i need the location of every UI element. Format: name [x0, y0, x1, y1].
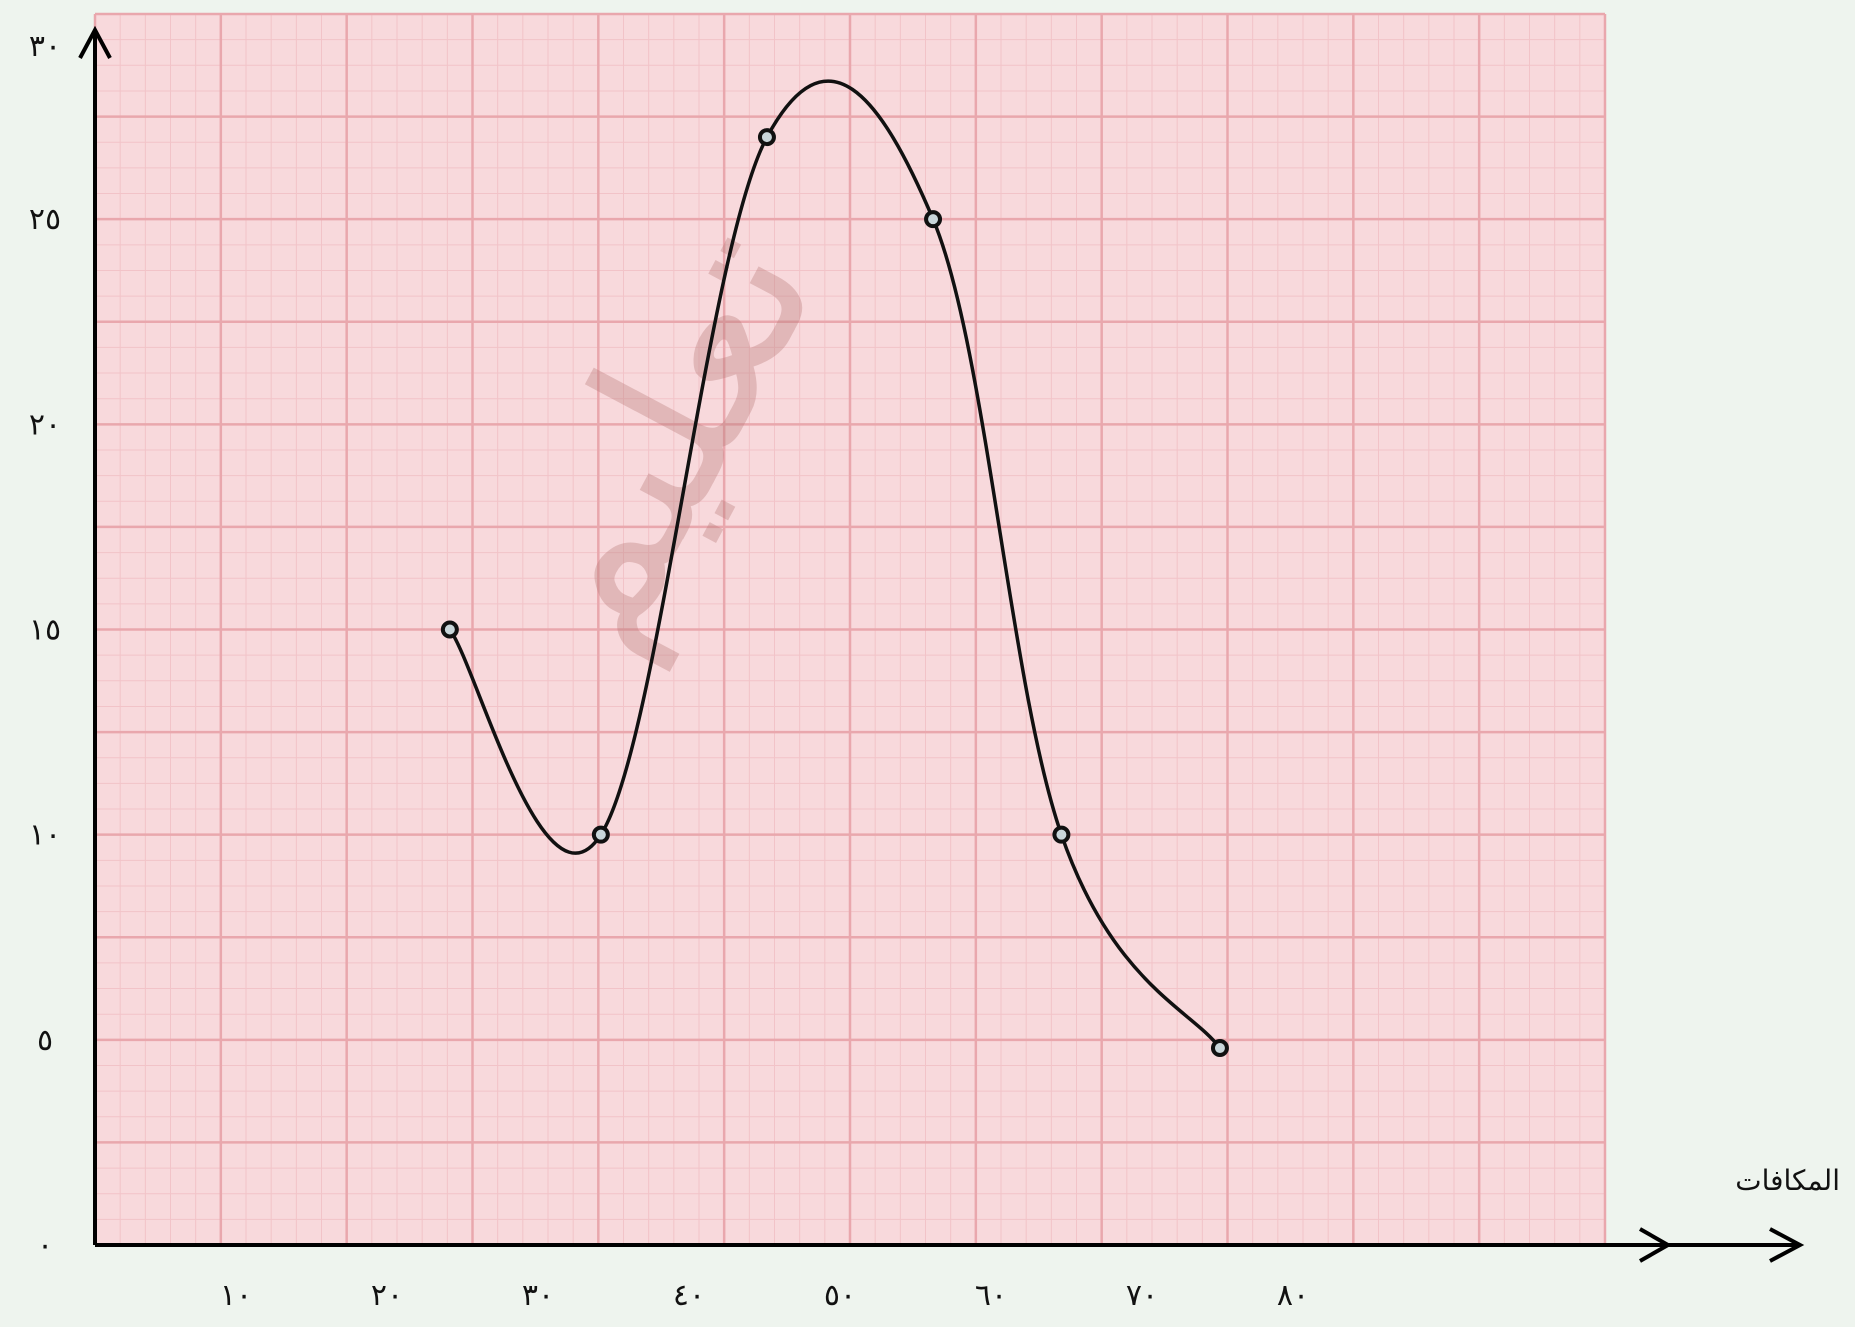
x-tick-label: ٤٠: [673, 1278, 705, 1313]
y-tick-label: ٥: [37, 1023, 53, 1058]
x-tick-label: ٢٠: [371, 1278, 403, 1313]
data-points: [440, 128, 1229, 1058]
data-point: [440, 620, 459, 639]
x-tick-label: ٧٠: [1126, 1278, 1158, 1313]
y-tick-label: ٠: [37, 1228, 53, 1263]
axes: [78, 25, 1805, 1263]
y-tick-label: ١٠: [29, 818, 61, 853]
x-tick-label: ٣٠: [522, 1278, 554, 1313]
x-axis-arrow: [1769, 1227, 1805, 1263]
y-tick-label: ١٥: [29, 613, 61, 648]
x-axis-label: المكافات: [1735, 1164, 1840, 1197]
data-point: [757, 128, 776, 147]
data-point: [924, 210, 943, 229]
data-point: [591, 825, 610, 844]
y-tick-label: ٣٠: [29, 29, 61, 64]
x-tick-label: ٥٠: [824, 1278, 856, 1313]
x-tick-label: ٨٠: [1277, 1278, 1309, 1313]
data-point: [1052, 825, 1071, 844]
y-tick-label: ٢٠: [29, 407, 61, 442]
grid-paper: [93, 12, 1607, 1247]
tick-labels: ١٠ ٢٠ ٣٠ ٤٠ ٥٠ ٦٠ ٧٠ ٨٠ ٠ ٥ ١٠ ١٥ ٢٠ ٢٥ ٣٠: [29, 29, 1309, 1313]
x-tick-label: ١٠: [220, 1278, 252, 1313]
data-point: [1210, 1039, 1229, 1058]
y-tick-label: ٢٥: [29, 202, 61, 237]
y-axis-arrow: [78, 25, 112, 59]
x-tick-label: ٦٠: [975, 1278, 1007, 1313]
x-axis-arrow-inner: [1639, 1227, 1673, 1263]
